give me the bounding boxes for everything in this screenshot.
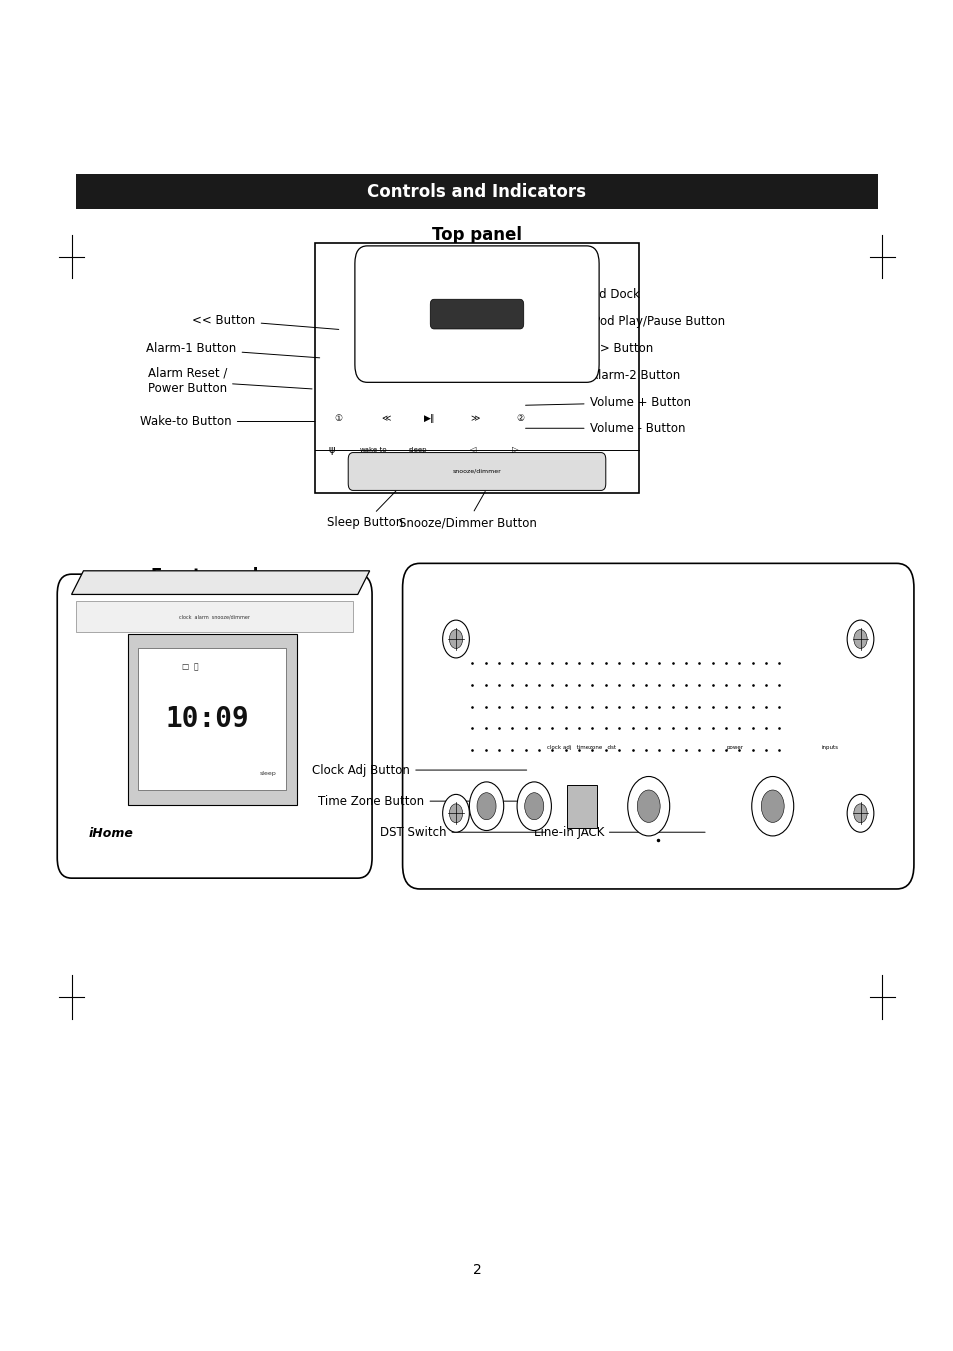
Text: 2: 2 <box>472 1263 481 1277</box>
Text: Sleep Button: Sleep Button <box>327 490 403 530</box>
FancyBboxPatch shape <box>128 634 296 805</box>
Text: ▷: ▷ <box>512 446 517 454</box>
Circle shape <box>442 620 469 658</box>
FancyBboxPatch shape <box>314 243 639 493</box>
Text: Front panel: Front panel <box>152 566 258 585</box>
Circle shape <box>846 620 873 658</box>
Text: Back panel: Back panel <box>597 566 700 585</box>
Circle shape <box>469 782 503 831</box>
Text: << Button: << Button <box>193 313 338 330</box>
FancyBboxPatch shape <box>348 453 605 490</box>
Text: >> Button: >> Button <box>525 342 652 355</box>
Polygon shape <box>71 570 369 594</box>
Circle shape <box>760 790 783 823</box>
Text: ≪: ≪ <box>381 415 391 423</box>
FancyBboxPatch shape <box>430 300 523 330</box>
Text: wake-to: wake-to <box>360 447 387 453</box>
Circle shape <box>449 630 462 648</box>
Text: Line-in JACK: Line-in JACK <box>533 825 704 839</box>
Circle shape <box>853 630 866 648</box>
Text: ②: ② <box>516 415 523 423</box>
Text: ◁: ◁ <box>469 446 475 454</box>
Circle shape <box>517 782 551 831</box>
Text: Alarm Reset /
Power Button: Alarm Reset / Power Button <box>148 367 312 394</box>
Text: ▶‖: ▶‖ <box>423 415 435 423</box>
FancyBboxPatch shape <box>138 648 286 790</box>
Text: ψ: ψ <box>329 444 335 455</box>
Text: snooze/dimmer: snooze/dimmer <box>452 469 501 474</box>
Text: iPod Play/Pause Button: iPod Play/Pause Button <box>530 315 724 328</box>
Text: iPod Dock: iPod Dock <box>525 288 639 301</box>
Circle shape <box>524 793 543 820</box>
Text: 10:09: 10:09 <box>166 705 250 734</box>
Text: Volume + Button: Volume + Button <box>525 396 690 409</box>
FancyBboxPatch shape <box>566 785 597 828</box>
FancyBboxPatch shape <box>76 601 353 632</box>
Text: Wake-to Button: Wake-to Button <box>140 415 314 428</box>
Text: clock  alarm  snooze/dimmer: clock alarm snooze/dimmer <box>179 615 250 620</box>
FancyBboxPatch shape <box>76 174 877 209</box>
Circle shape <box>853 804 866 823</box>
Text: Clock Adj Button: Clock Adj Button <box>312 763 526 777</box>
Circle shape <box>442 794 469 832</box>
FancyBboxPatch shape <box>355 246 598 382</box>
Circle shape <box>751 777 793 836</box>
Circle shape <box>637 790 659 823</box>
Text: □  ⏰: □ ⏰ <box>182 662 198 671</box>
Text: Top panel: Top panel <box>432 226 521 245</box>
Circle shape <box>846 794 873 832</box>
Text: sleep: sleep <box>408 447 427 453</box>
Text: iHome: iHome <box>89 827 133 840</box>
Text: Controls and Indicators: Controls and Indicators <box>367 182 586 201</box>
Text: clock adj   timezone   dst: clock adj timezone dst <box>547 744 616 750</box>
FancyBboxPatch shape <box>402 563 913 889</box>
Text: power: power <box>725 744 742 750</box>
Text: Alarm-2 Button: Alarm-2 Button <box>525 369 679 382</box>
Circle shape <box>627 777 669 836</box>
Circle shape <box>476 793 496 820</box>
Circle shape <box>449 804 462 823</box>
FancyBboxPatch shape <box>57 574 372 878</box>
Text: Snooze/Dimmer Button: Snooze/Dimmer Button <box>398 492 536 530</box>
Text: ≫: ≫ <box>470 415 479 423</box>
Text: Alarm-1 Button: Alarm-1 Button <box>146 342 319 358</box>
Text: Time Zone Button: Time Zone Button <box>318 794 519 808</box>
Text: ①: ① <box>335 415 342 423</box>
Text: inputs: inputs <box>821 744 838 750</box>
Text: sleep: sleep <box>260 771 276 775</box>
Text: DST Switch: DST Switch <box>379 825 544 839</box>
Text: Volume - Button: Volume - Button <box>525 422 684 435</box>
